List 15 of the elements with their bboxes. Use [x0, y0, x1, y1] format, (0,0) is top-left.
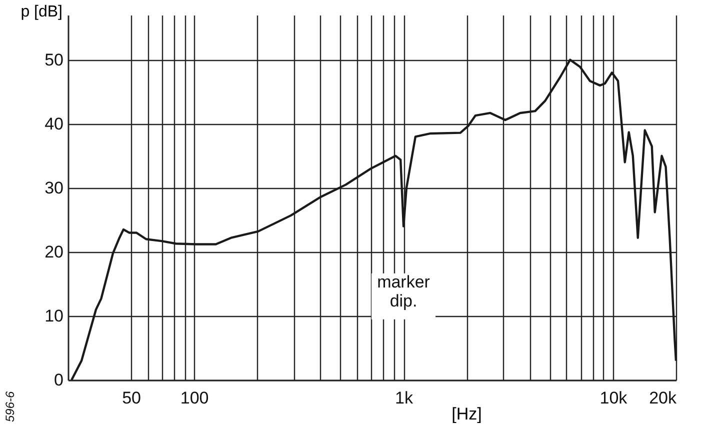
x-tick-label: 1k — [395, 388, 414, 408]
y-tick-label: 10 — [44, 306, 64, 326]
y-tick-label: 0 — [54, 370, 64, 390]
y-tick-label: 40 — [44, 114, 64, 134]
x-tick-label: 50 — [122, 388, 142, 408]
x-tick-label: 20k — [649, 388, 677, 408]
x-axis-title: [Hz] — [452, 404, 482, 424]
y-tick-label: 30 — [44, 178, 64, 198]
annotation: marker dip. — [377, 272, 430, 310]
y-axis-title: p [dB] — [20, 4, 62, 20]
y-tick-label: 20 — [44, 242, 64, 262]
text: 596-6 — [3, 390, 17, 422]
x-tick-label: 100 — [180, 388, 209, 408]
x-tick-label: 10k — [600, 388, 628, 408]
y-tick-label: 50 — [44, 50, 64, 70]
